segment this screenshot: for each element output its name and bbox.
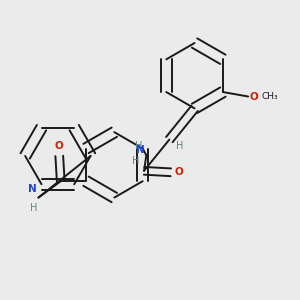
Text: H: H xyxy=(176,141,183,151)
Text: O: O xyxy=(174,167,183,177)
Text: CH₃: CH₃ xyxy=(262,92,278,101)
Text: H: H xyxy=(30,203,37,213)
Text: N: N xyxy=(136,145,145,154)
Text: O: O xyxy=(55,142,64,152)
Text: N: N xyxy=(28,184,37,194)
Text: H: H xyxy=(132,156,140,166)
Text: O: O xyxy=(250,92,258,101)
Text: H: H xyxy=(135,141,142,151)
